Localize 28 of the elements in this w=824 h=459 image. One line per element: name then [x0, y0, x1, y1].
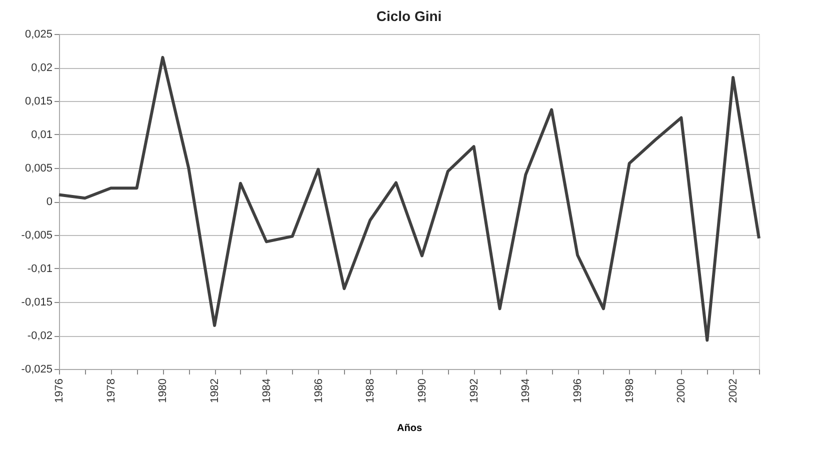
x-tick-label: 1986: [312, 378, 325, 403]
x-tick-label: 1976: [54, 378, 66, 403]
y-tick-label: -0,025: [21, 364, 52, 376]
y-tick-label: 0,025: [24, 28, 52, 40]
x-tick-label: 1990: [416, 378, 428, 403]
y-tick-label: -0,02: [27, 330, 52, 342]
y-tick-label: 0,02: [31, 62, 52, 74]
x-tick-label: 1998: [624, 378, 636, 403]
x-tick-label: 2000: [676, 378, 688, 403]
y-tick-label: -0,015: [21, 296, 52, 308]
x-tick-label: 1984: [260, 378, 273, 403]
y-tick-label: -0,01: [27, 263, 52, 275]
chart-title: Ciclo Gini: [376, 8, 442, 24]
y-tick-label: 0: [46, 196, 52, 208]
y-tick-label: 0,005: [24, 162, 52, 174]
x-tick-label: 2002: [728, 378, 740, 403]
x-tick-label: 1988: [364, 378, 377, 403]
line-series: [58, 56, 760, 342]
x-tick-label: 1994: [520, 378, 532, 403]
x-tick-label: 1992: [468, 378, 480, 403]
y-tick-label: 0,01: [31, 129, 52, 141]
x-axis-title: Años: [397, 422, 422, 434]
x-tick-label: 1978: [105, 378, 118, 403]
x-tick-label: 1980: [157, 378, 170, 403]
y-tick-label: 0,015: [24, 96, 52, 108]
x-tick-label: 1982: [209, 378, 222, 403]
x-tick-label: 1996: [572, 378, 584, 403]
y-tick-label: -0,005: [21, 230, 52, 242]
